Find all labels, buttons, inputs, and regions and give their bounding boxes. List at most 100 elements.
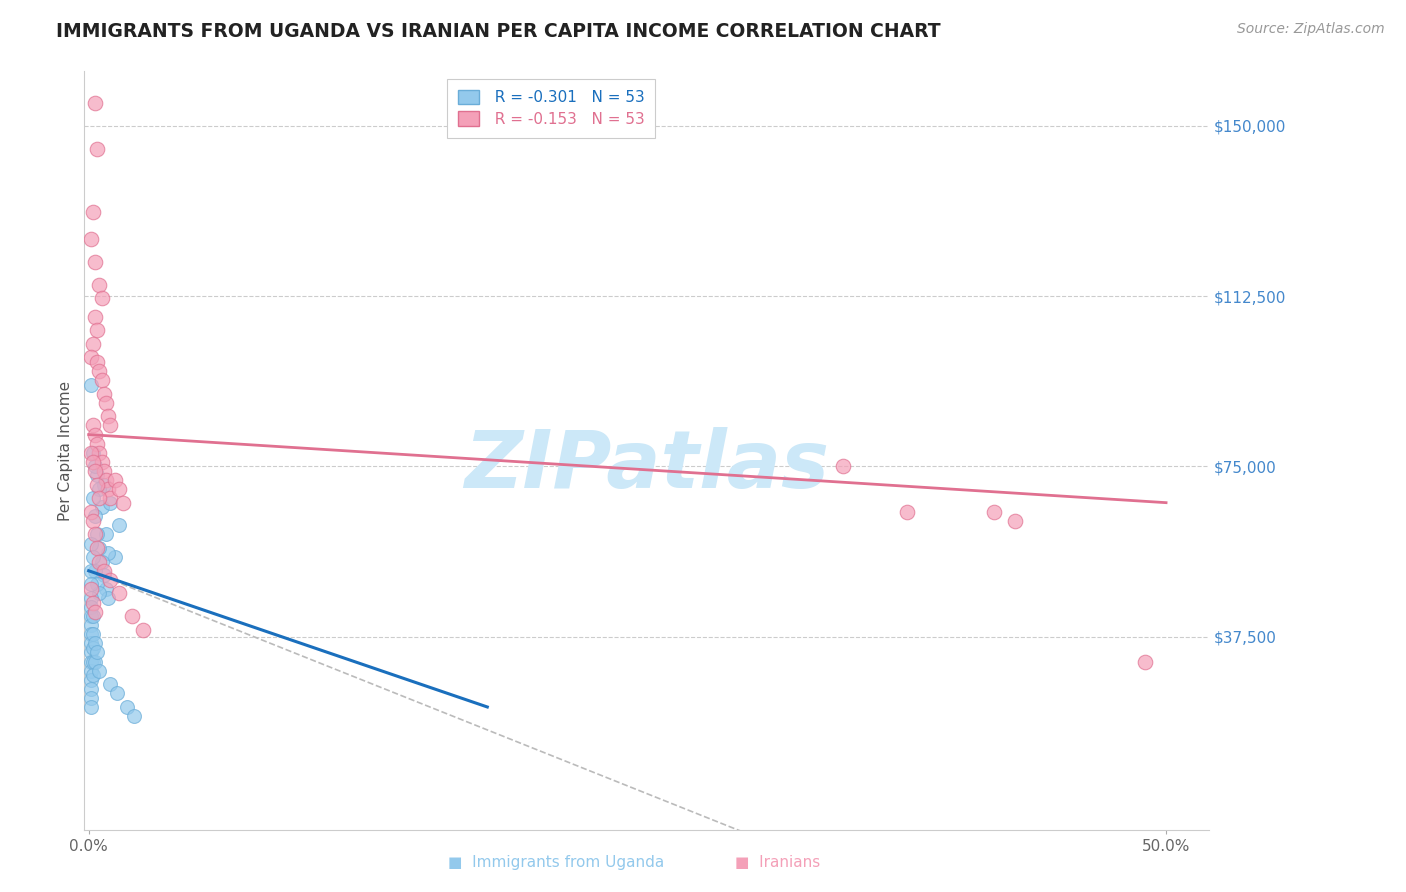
Point [80, 505, 103, 519]
Point [86, 645, 108, 659]
Point [80, 564, 103, 578]
Point [93, 568, 115, 582]
Point [89, 491, 111, 505]
Point [108, 482, 131, 496]
Point [82, 205, 104, 219]
Point [84, 636, 107, 650]
Point [103, 473, 125, 487]
Point [86, 323, 108, 337]
Point [983, 505, 1005, 519]
Point [80, 627, 103, 641]
Point [1004, 514, 1026, 528]
Point [80, 618, 103, 632]
Point [82, 491, 104, 505]
Point [94, 396, 117, 410]
Point [93, 564, 115, 578]
Point [80, 351, 103, 365]
Point [84, 464, 107, 478]
Point [80, 690, 103, 705]
Point [97, 409, 120, 424]
Point [82, 668, 104, 682]
Point [97, 591, 120, 605]
Point [80, 681, 103, 696]
Point [89, 541, 111, 555]
Point [103, 550, 125, 565]
Point [122, 709, 145, 723]
Point [93, 464, 115, 478]
Point [86, 355, 108, 369]
Point [90, 455, 112, 469]
Point [84, 427, 107, 442]
Point [80, 673, 103, 687]
Point [84, 655, 107, 669]
Point [82, 627, 104, 641]
Text: Source: ZipAtlas.com: Source: ZipAtlas.com [1237, 22, 1385, 37]
Text: IMMIGRANTS FROM UGANDA VS IRANIAN PER CAPITA INCOME CORRELATION CHART: IMMIGRANTS FROM UGANDA VS IRANIAN PER CA… [56, 22, 941, 41]
Point [86, 436, 108, 450]
Point [84, 605, 107, 619]
Point [97, 546, 120, 560]
Point [90, 373, 112, 387]
Point [84, 310, 107, 324]
Point [98, 677, 121, 691]
Point [80, 664, 103, 678]
Point [831, 459, 853, 474]
Point [112, 496, 135, 510]
Point [80, 645, 103, 659]
Point [84, 96, 107, 111]
Text: ■  Iranians: ■ Iranians [734, 855, 820, 870]
Legend:   R = -0.301   N = 53,   R = -0.153   N = 53: R = -0.301 N = 53, R = -0.153 N = 53 [447, 79, 655, 137]
Point [93, 477, 115, 491]
Point [80, 536, 103, 550]
Point [80, 582, 103, 596]
Point [1133, 655, 1156, 669]
Point [108, 518, 131, 533]
Point [89, 446, 111, 460]
Point [86, 477, 108, 491]
Point [82, 609, 104, 624]
Point [82, 550, 104, 565]
Point [89, 555, 111, 569]
Point [82, 336, 104, 351]
Point [84, 527, 107, 541]
Point [86, 541, 108, 555]
Point [90, 555, 112, 569]
Point [86, 142, 108, 156]
Point [86, 577, 108, 591]
Point [84, 509, 107, 524]
Point [80, 700, 103, 714]
Point [84, 459, 107, 474]
Point [94, 582, 117, 596]
Point [84, 564, 107, 578]
Point [89, 586, 111, 600]
Point [896, 505, 918, 519]
Text: ZIPatlas: ZIPatlas [464, 426, 830, 505]
Point [80, 232, 103, 246]
Point [82, 446, 104, 460]
Point [82, 418, 104, 433]
Point [89, 664, 111, 678]
Point [80, 577, 103, 591]
Point [80, 600, 103, 615]
Point [86, 527, 108, 541]
Point [121, 609, 143, 624]
Point [82, 640, 104, 655]
Point [93, 386, 115, 401]
Point [131, 623, 153, 637]
Point [105, 686, 128, 700]
Point [80, 636, 103, 650]
Text: ■  Immigrants from Uganda: ■ Immigrants from Uganda [449, 855, 664, 870]
Y-axis label: Per Capita Income: Per Capita Income [58, 380, 73, 521]
Point [82, 596, 104, 610]
Point [84, 255, 107, 269]
Point [89, 364, 111, 378]
Point [90, 291, 112, 305]
Point [94, 473, 117, 487]
Point [108, 586, 131, 600]
Point [80, 655, 103, 669]
Point [80, 591, 103, 605]
Point [90, 500, 112, 515]
Point [94, 527, 117, 541]
Point [80, 446, 103, 460]
Point [82, 455, 104, 469]
